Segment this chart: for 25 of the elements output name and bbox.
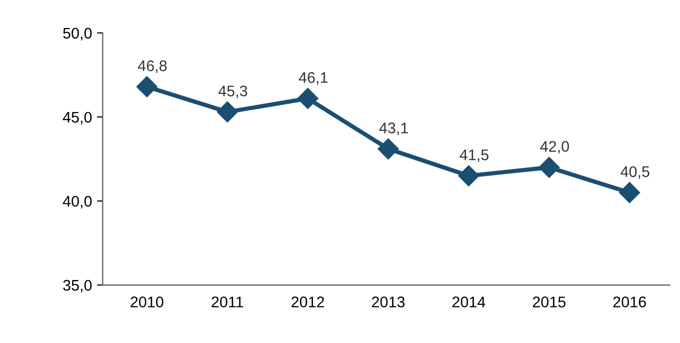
point: [538, 156, 560, 178]
point: [458, 165, 480, 186]
x-tick-label: 2015: [532, 296, 566, 308]
point: [619, 182, 640, 204]
y-tick-label: 40,0: [62, 196, 92, 208]
x-tick-label: 2011: [212, 296, 244, 308]
x-tick-label: 2010: [130, 296, 164, 308]
point: [378, 138, 399, 160]
data-label: 42,0: [540, 141, 569, 154]
data-label: 45,3: [218, 86, 248, 98]
data-label: 40,5: [620, 166, 650, 179]
y-tick-label: 35,0: [63, 280, 92, 293]
x-tick-label: 2016: [613, 296, 646, 308]
y-tick-label: 45,0: [62, 112, 92, 124]
x-tick-label: 2013: [372, 296, 405, 308]
data-label: 46,8: [138, 60, 167, 73]
x-tick-label: 2012: [292, 296, 324, 308]
data-label: 43,1: [379, 122, 408, 136]
data-label: 41,5: [460, 150, 488, 162]
data-label: 46,1: [298, 72, 328, 85]
x-tick-label: 2014: [452, 296, 486, 308]
point: [216, 101, 238, 122]
point: [297, 88, 318, 109]
y-tick-label: 50,0: [63, 28, 92, 40]
point: [136, 76, 158, 98]
